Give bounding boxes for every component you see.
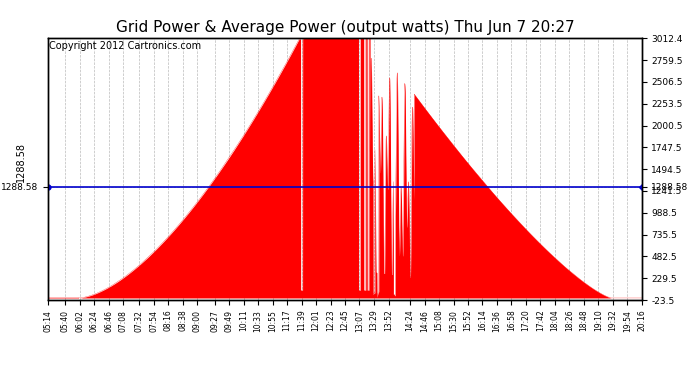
Text: 1288.58: 1288.58 [16, 142, 26, 182]
Title: Grid Power & Average Power (output watts) Thu Jun 7 20:27: Grid Power & Average Power (output watts… [116, 20, 574, 35]
Text: Copyright 2012 Cartronics.com: Copyright 2012 Cartronics.com [50, 42, 201, 51]
